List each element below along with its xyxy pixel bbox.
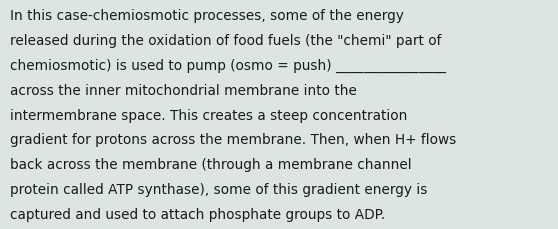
- Text: chemiosmotic) is used to pump (osmo = push) ________________: chemiosmotic) is used to pump (osmo = pu…: [10, 59, 446, 73]
- Text: captured and used to attach phosphate groups to ADP.: captured and used to attach phosphate gr…: [10, 207, 385, 221]
- Text: gradient for protons across the membrane. Then, when H+ flows: gradient for protons across the membrane…: [10, 133, 456, 147]
- Text: In this case-chemiosmotic processes, some of the energy: In this case-chemiosmotic processes, som…: [10, 9, 404, 23]
- Text: across the inner mitochondrial membrane into the: across the inner mitochondrial membrane …: [10, 83, 357, 97]
- Text: protein called ATP synthase), some of this gradient energy is: protein called ATP synthase), some of th…: [10, 182, 427, 196]
- Text: intermembrane space. This creates a steep concentration: intermembrane space. This creates a stee…: [10, 108, 407, 122]
- Text: released during the oxidation of food fuels (the "chemi" part of: released during the oxidation of food fu…: [10, 34, 441, 48]
- Text: back across the membrane (through a membrane channel: back across the membrane (through a memb…: [10, 158, 412, 172]
